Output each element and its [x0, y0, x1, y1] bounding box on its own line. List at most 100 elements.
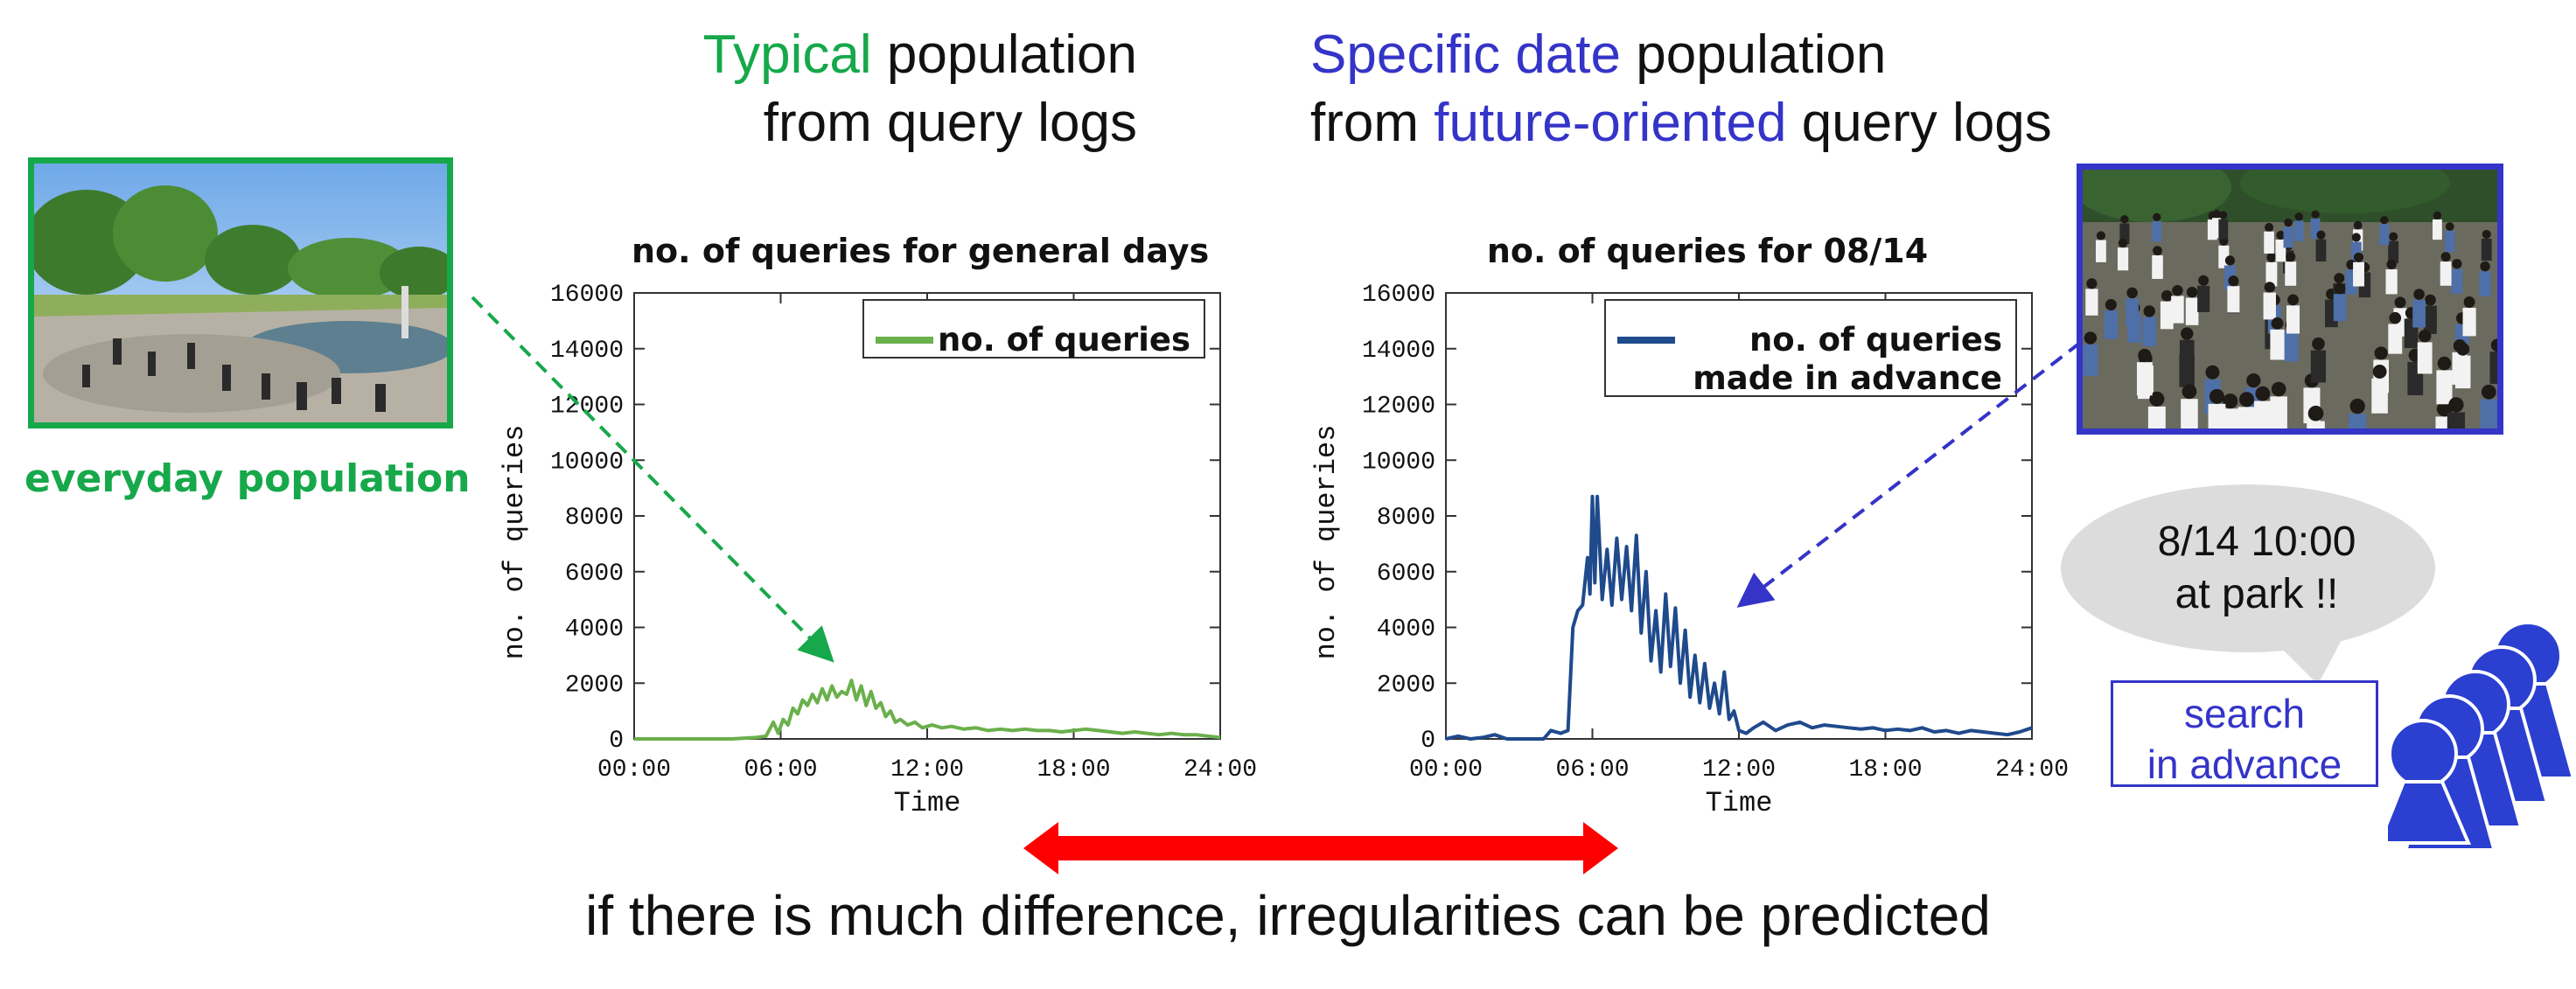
chart0-ytick-label: 12000: [550, 394, 624, 421]
heading-typical-line2: from query logs: [763, 93, 1137, 153]
chart0-ytick-label: 4000: [565, 616, 624, 644]
crowd-person-body: [2171, 296, 2184, 324]
crowd-person-head: [2481, 384, 2496, 400]
crowd-person-body: [2385, 269, 2398, 295]
search-box-line-1: search: [2183, 691, 2306, 736]
crowd-person-head: [2334, 273, 2345, 284]
crowd-person-head: [2181, 327, 2194, 340]
crowd-person-head: [2205, 365, 2220, 380]
chart1-ytick-label: 12000: [1362, 394, 1435, 421]
crowd-person-body: [2197, 285, 2210, 312]
park-scene-illustration: [34, 164, 447, 422]
crowd-person-head: [2419, 330, 2432, 343]
crowd-person-head: [2413, 289, 2425, 300]
crowd-person-head: [2463, 296, 2475, 308]
crowd-person-body: [2462, 307, 2476, 337]
crowd-person-head: [2386, 259, 2397, 270]
crowd-person-head: [2394, 296, 2406, 309]
crowd-person-body: [2263, 292, 2276, 320]
crowd-person-head: [2448, 397, 2464, 413]
crowd-person-body: [2455, 355, 2471, 389]
chart0-series-line: [634, 679, 1221, 741]
crowd-person-head: [2440, 252, 2451, 262]
chart1-xlabel: Time: [1706, 787, 1773, 819]
crowd-person-body: [2479, 271, 2491, 296]
chart0-xlabel: Time: [894, 787, 961, 819]
heading-specific-rest: population: [1621, 24, 1887, 85]
crowd-person-head: [2126, 287, 2138, 299]
chart0-xtick-label: 18:00: [1037, 756, 1110, 784]
chart1-xtick-label: 06:00: [1555, 756, 1629, 784]
chart1-ytick-label: 14000: [1362, 338, 1435, 365]
crowd-person-body: [2152, 255, 2163, 279]
crowd-person-head: [2374, 346, 2388, 360]
chart1-xtick-label: 18:00: [1848, 756, 1922, 784]
crowd-person-body: [2481, 238, 2492, 261]
crowd-person-body: [2310, 350, 2327, 383]
crowd-person-head: [2172, 284, 2183, 296]
crowd-person-body: [2181, 399, 2198, 428]
crowd-person-body: [2447, 412, 2466, 428]
crowd-person-head: [2353, 252, 2364, 262]
crowd-person-head: [2287, 294, 2299, 306]
chart2-title: no. of queries for 08/14: [1486, 232, 1929, 270]
crowd-person-head: [2353, 220, 2363, 230]
crowd-person-body: [2436, 370, 2453, 405]
chart0-legend-entry: no. of queries: [938, 321, 1190, 359]
chart1-ytick-label: 4000: [1377, 616, 1435, 644]
crowd-person-head: [2351, 233, 2361, 242]
crowd-person-body: [2285, 261, 2297, 286]
crowd-person-body: [2286, 305, 2300, 334]
chart0-ytick-label: 0: [609, 728, 624, 755]
chart0-legend: [862, 299, 1205, 359]
crowd-person-head: [2238, 392, 2255, 407]
crowd-person-head: [2086, 278, 2098, 289]
crowd-person-body: [2388, 240, 2399, 264]
crowd-person-head: [2161, 289, 2173, 302]
crowd-person-body: [2307, 421, 2325, 428]
crowd-person-body: [2353, 261, 2364, 287]
crowd-person-body: [2349, 414, 2367, 428]
heading-specific-line2-highlight: future-oriented: [1434, 93, 1787, 153]
crowd-person-head: [2286, 252, 2296, 262]
crowd-person-head: [2271, 317, 2284, 330]
crowd-person-body: [2211, 218, 2222, 239]
crowd-person-body: [2433, 219, 2442, 240]
search-box-line-2: in advance: [2147, 742, 2342, 787]
crowd-person-head: [2312, 337, 2325, 351]
crowd-person-head: [2266, 252, 2277, 262]
crowd-person-head: [2212, 209, 2221, 219]
crowd-person-body: [2270, 329, 2285, 360]
chart1-xtick-label: 12:00: [1702, 756, 1776, 784]
chart0-ytick-label: 8000: [565, 505, 624, 532]
crowd-person-head: [2182, 384, 2197, 400]
chart0-ytick-label: 16000: [550, 282, 624, 309]
crowd-person-head: [2271, 381, 2286, 397]
chart1-legend: [1604, 299, 2017, 397]
crowd-person-head: [2224, 255, 2236, 266]
crowd-person-body: [2117, 247, 2129, 271]
crowd-person-body: [2264, 231, 2274, 254]
chart1-xtick-label: 24:00: [1995, 756, 2069, 784]
search-in-advance-box: search in advance: [2111, 680, 2378, 787]
crowd-person-head: [2456, 342, 2470, 356]
crowd-person-body: [2152, 220, 2162, 242]
crowd-person-body: [2480, 399, 2497, 428]
crowd-person-body: [2293, 220, 2304, 241]
crowd-person-body: [2083, 344, 2098, 376]
crowd-person-head: [2186, 286, 2198, 298]
crowd-person-head: [2490, 338, 2497, 352]
chart1-legend-entry: made in advance: [1693, 359, 2002, 397]
crowd-person-body: [2445, 230, 2455, 253]
crowd-person-head: [2389, 311, 2402, 324]
crowd-person-head: [2153, 246, 2162, 256]
crowd-person-head: [2265, 222, 2273, 232]
crowd-person-head: [2084, 331, 2098, 345]
crowd-person-body: [2270, 396, 2287, 428]
crowd-person-head: [2118, 238, 2128, 248]
crowd-person-body: [2371, 378, 2388, 414]
crowd-person-body: [2227, 286, 2240, 313]
crowd-person-head: [2316, 230, 2326, 240]
crowd-person-head: [2311, 210, 2320, 219]
